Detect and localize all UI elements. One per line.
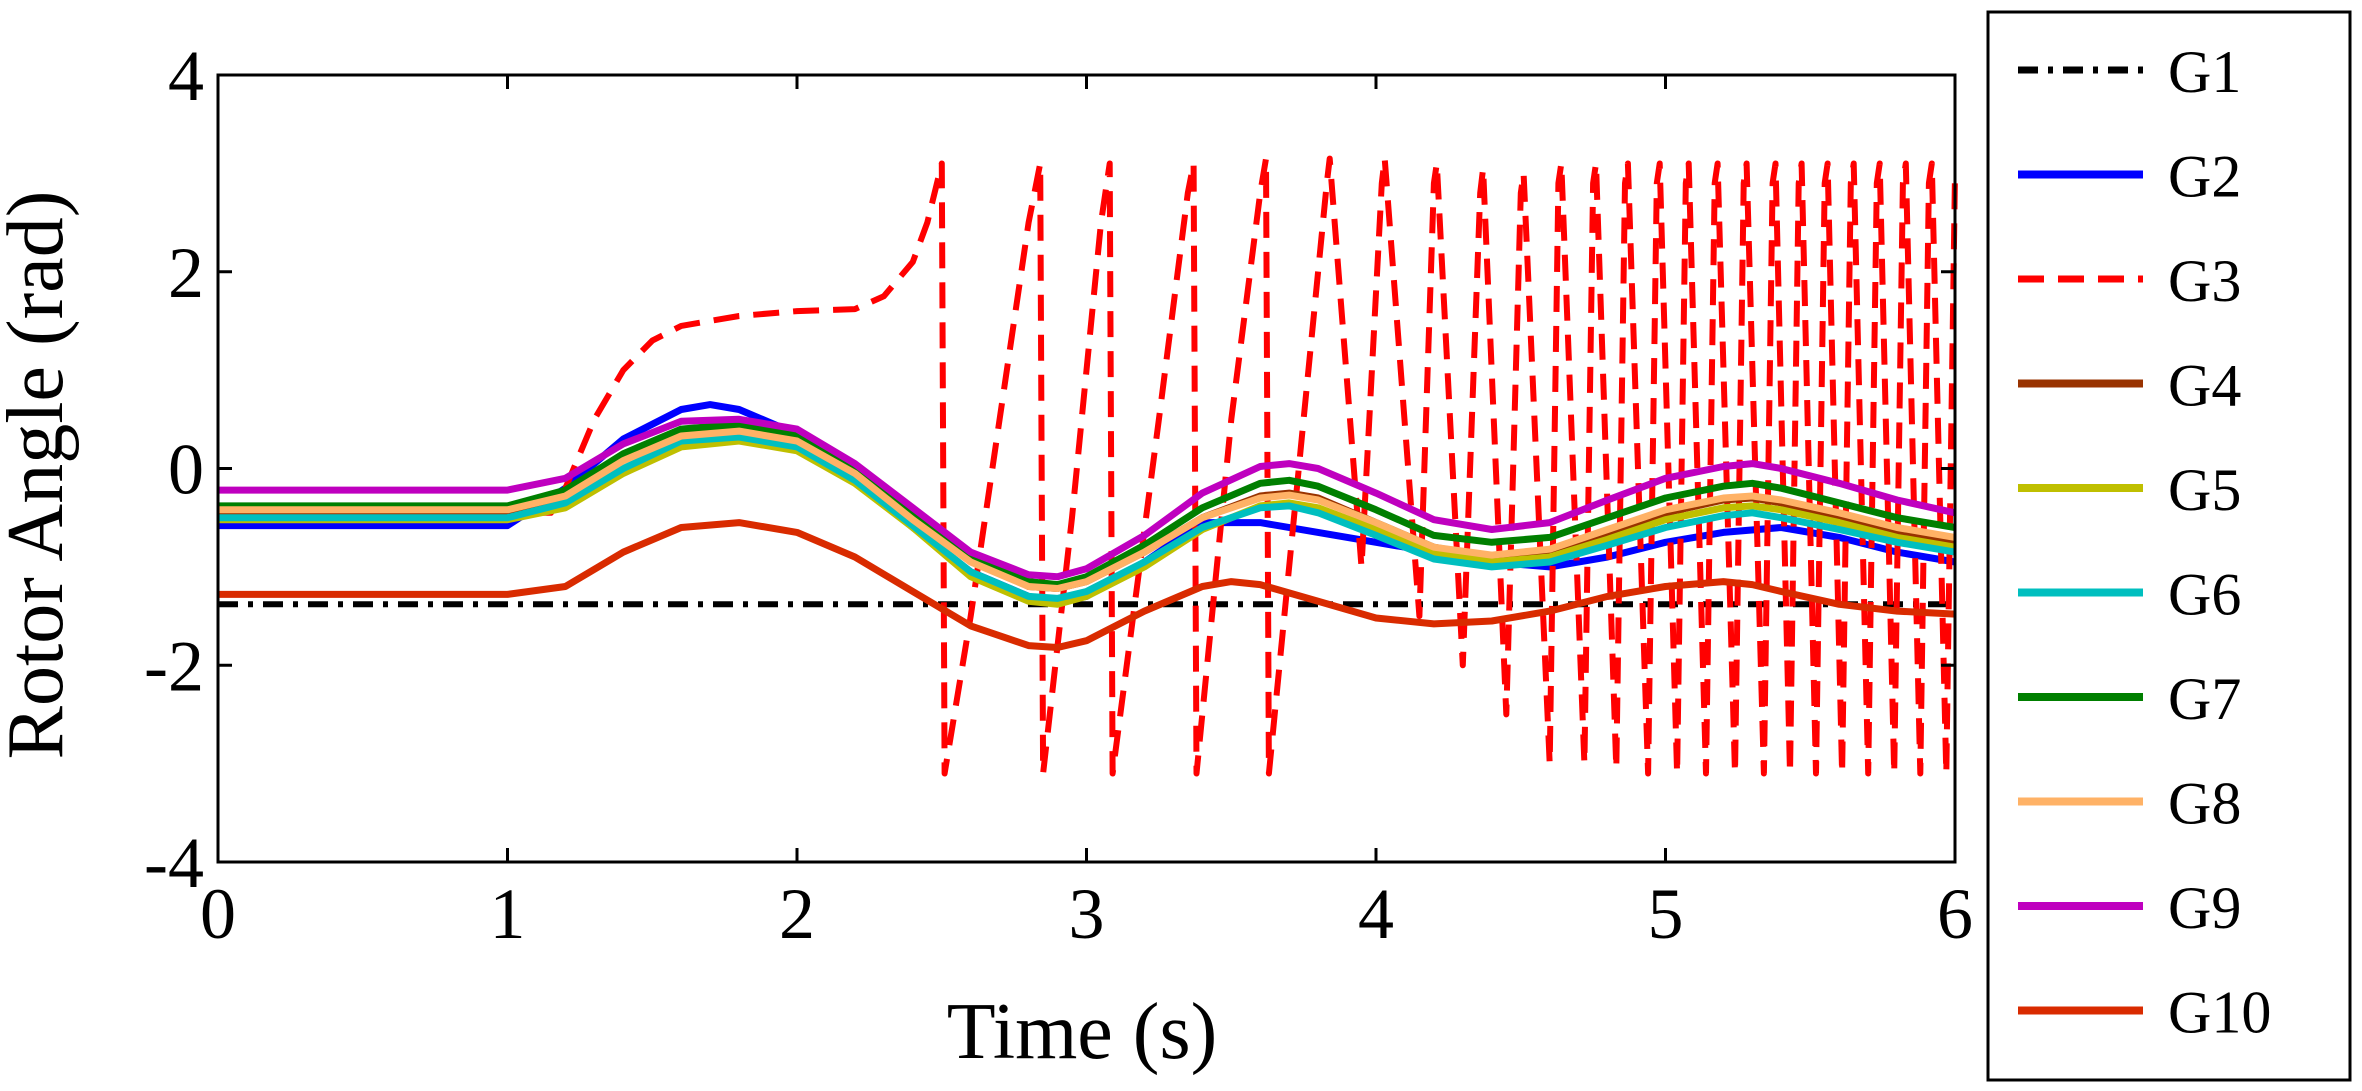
series-line-g3	[218, 155, 1958, 777]
x-tick-label: 6	[1937, 874, 1973, 954]
legend-label-g9: G9	[2168, 875, 2241, 941]
y-tick-label: 2	[168, 233, 204, 313]
x-tick-label: 3	[1069, 874, 1105, 954]
legend-label-g1: G1	[2168, 39, 2241, 105]
legend-label-g8: G8	[2168, 771, 2241, 837]
series-line-g6	[218, 433, 1956, 602]
legend: G1 G2 G3 G4 G5 G6 G7 G8 G9 G10	[1986, 10, 2352, 1082]
y-tick-label: 0	[168, 430, 204, 510]
legend-label-g2: G2	[2168, 144, 2241, 210]
x-axis-title: Time (s)	[947, 988, 1217, 1076]
axes-layer: 0 1 2 3 4 5 6 4 2 0 -2 -4	[144, 36, 1973, 954]
legend-label-g6: G6	[2168, 562, 2241, 628]
series-layer	[218, 155, 1958, 777]
legend-label-g5: G5	[2168, 457, 2241, 523]
y-tick-label: 4	[168, 36, 204, 116]
series-line-g9	[218, 415, 1956, 581]
x-tick-label: 2	[779, 874, 815, 954]
series-line-g8	[218, 427, 1956, 592]
x-tick-label: 0	[200, 874, 236, 954]
y-tick-label: -4	[144, 823, 204, 903]
y-tick-label: -2	[144, 626, 204, 706]
x-tick-label: 1	[490, 874, 526, 954]
legend-label-g3: G3	[2168, 248, 2241, 314]
series-line-g10	[218, 519, 1956, 651]
legend-label-g4: G4	[2168, 353, 2241, 419]
series-line-g7	[218, 420, 1956, 589]
legend-label-g10: G10	[2168, 980, 2271, 1046]
y-axis-title: Rotor Angle (rad)	[0, 191, 80, 760]
legend-label-g7: G7	[2168, 666, 2241, 732]
x-tick-label: 4	[1358, 874, 1394, 954]
x-tick-label: 5	[1648, 874, 1684, 954]
